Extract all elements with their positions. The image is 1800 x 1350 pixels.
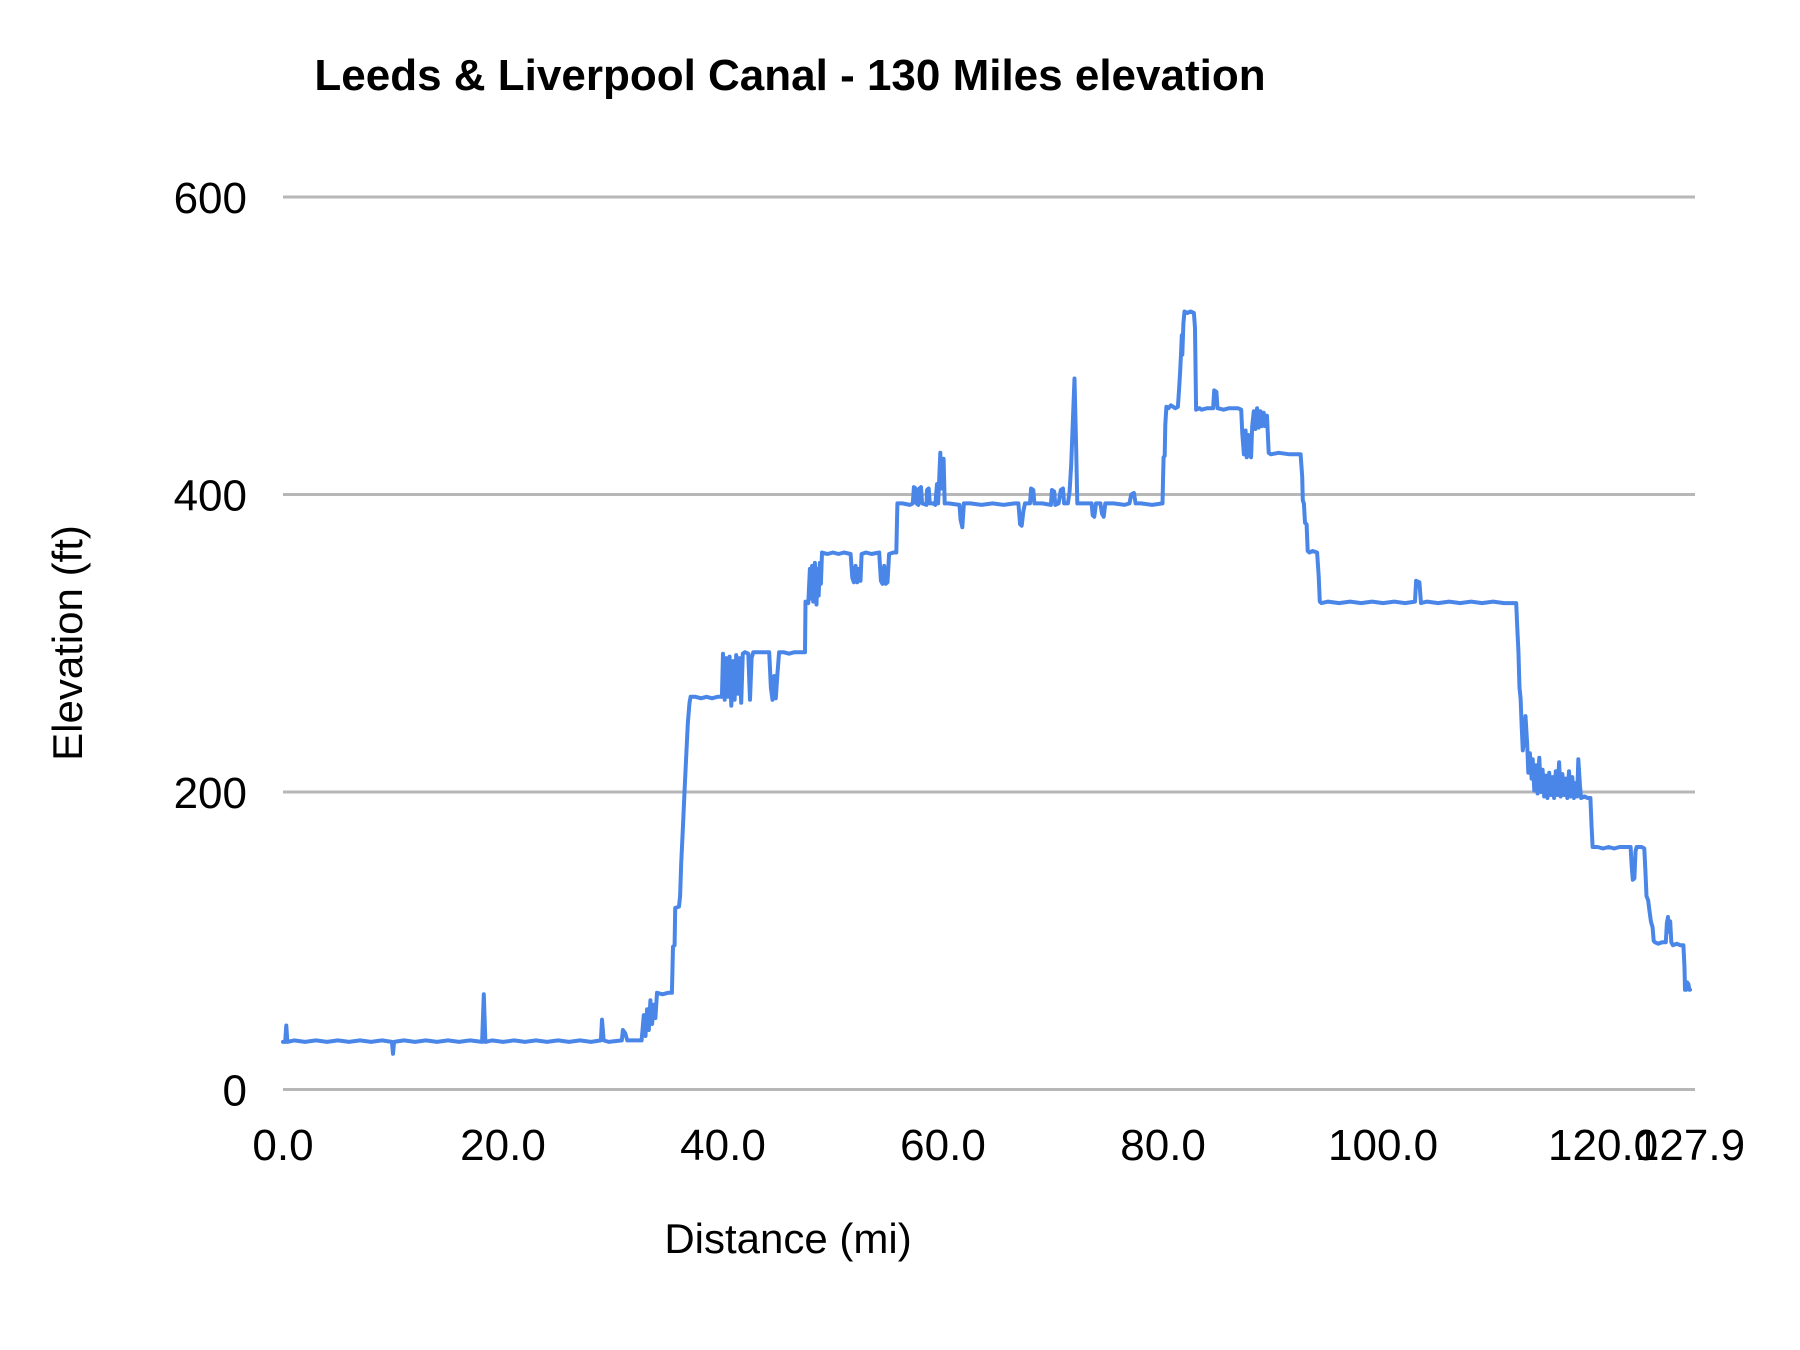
x-tick-label-20.0: 20.0: [460, 1121, 546, 1170]
y-tick-label-400: 400: [174, 472, 247, 521]
y-tick-label-600: 600: [174, 174, 247, 223]
chart-title: Leeds & Liverpool Canal - 130 Miles elev…: [314, 51, 1265, 100]
x-tick-label-60.0: 60.0: [900, 1121, 986, 1170]
x-axis-title: Distance (mi): [664, 1215, 911, 1262]
elevation-line: [281, 309, 1692, 1056]
x-tick-label-127.9: 127.9: [1635, 1121, 1745, 1170]
x-tick-label-80.0: 80.0: [1120, 1121, 1206, 1170]
x-tick-label-120.0: 120.0: [1548, 1121, 1658, 1170]
x-tick-label-100.0: 100.0: [1328, 1121, 1438, 1170]
y-tick-label-200: 200: [174, 769, 247, 818]
x-tick-label-0.0: 0.0: [252, 1121, 313, 1170]
x-tick-label-40.0: 40.0: [680, 1121, 766, 1170]
y-axis-title: Elevation (ft): [44, 525, 91, 761]
y-tick-label-0: 0: [223, 1067, 247, 1116]
